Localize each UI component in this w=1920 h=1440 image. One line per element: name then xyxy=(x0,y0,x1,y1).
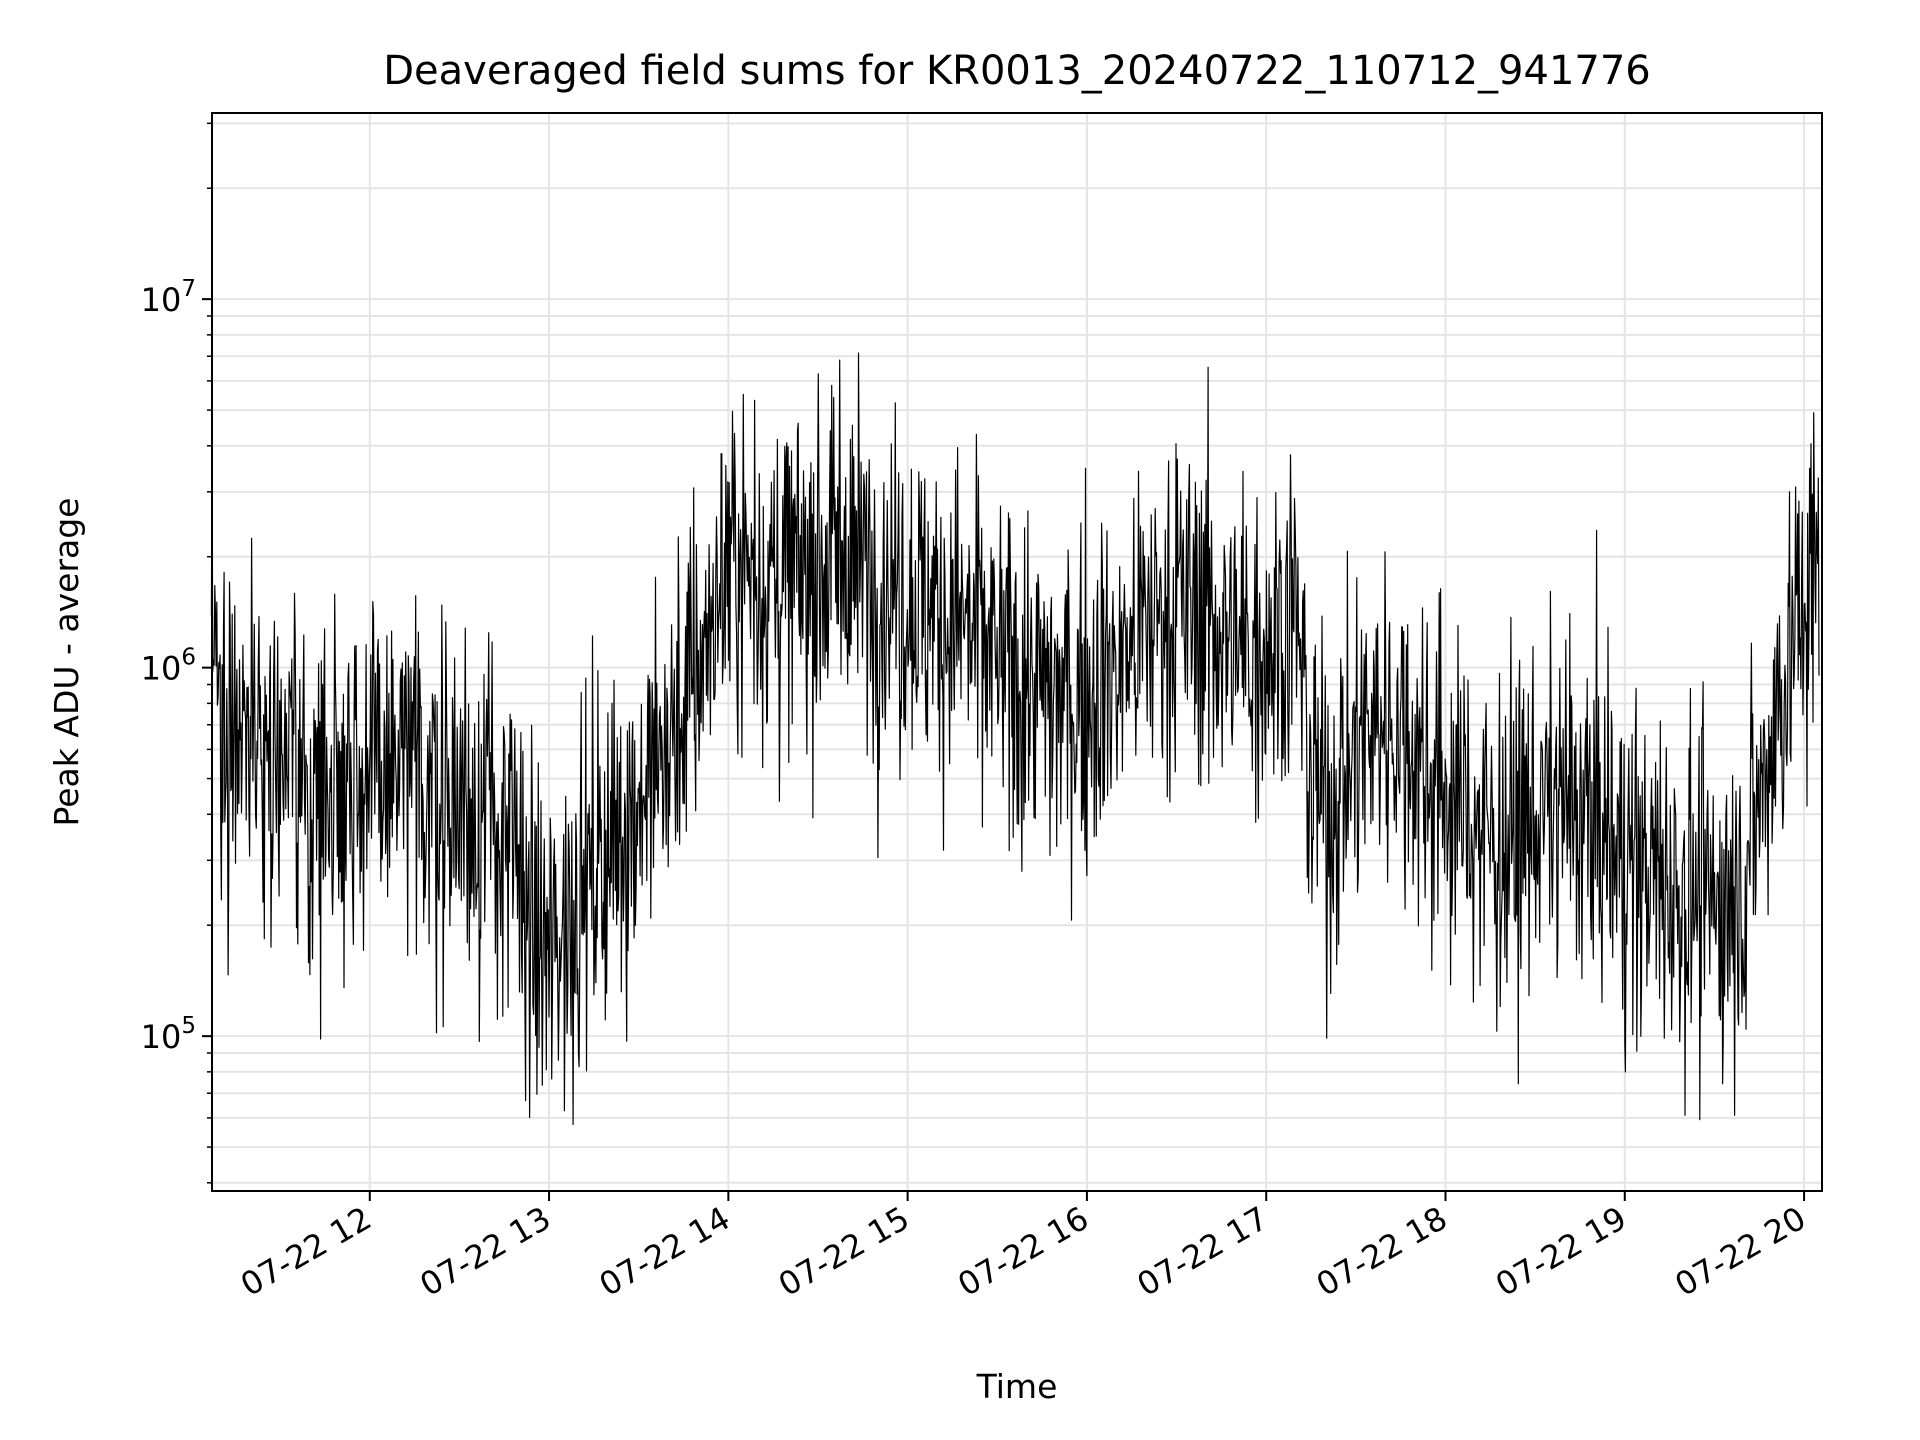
y-axis: 105 106 107 xyxy=(141,122,212,1184)
series-line xyxy=(210,352,1820,1126)
x-axis-label: Time xyxy=(976,1367,1058,1406)
y-axis-label: Peak ADU - average xyxy=(47,498,86,827)
series-layer xyxy=(210,352,1820,1126)
y-tick-label: 106 xyxy=(141,645,196,688)
y-tick-label: 105 xyxy=(141,1013,196,1056)
plot-frame xyxy=(211,112,1823,1192)
y-tick-label: 107 xyxy=(141,276,196,319)
chart-title: Deaveraged field sums for KR0013_2024072… xyxy=(383,48,1651,94)
